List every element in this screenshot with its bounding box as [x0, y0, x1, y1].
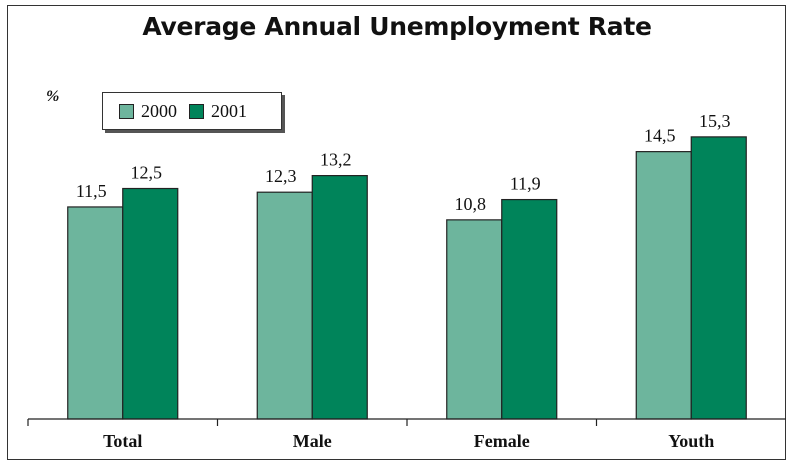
legend-label-2001: 2001: [211, 100, 247, 121]
data-label-male-2000: 12,3: [265, 166, 297, 186]
x-tick-label-youth: Youth: [668, 431, 714, 451]
y-axis-unit-label: %: [46, 88, 60, 105]
legend-item-2001: 2001: [189, 101, 247, 122]
data-label-total-2000: 11,5: [76, 181, 107, 201]
bar-youth-2000: [635, 151, 692, 420]
bar-female-2001: [501, 198, 558, 420]
legend-item-2000: 2000: [119, 101, 177, 122]
legend: 2000 2001: [102, 92, 282, 130]
legend-swatch-2000: [119, 103, 134, 119]
data-label-male-2001: 13,2: [320, 150, 352, 170]
bar-male-2001: [311, 175, 368, 420]
data-label-female-2000: 10,8: [455, 194, 487, 214]
bar-female-2000: [446, 219, 503, 420]
bar-youth-2001: [690, 136, 747, 420]
chart-title: Average Annual Unemployment Rate: [142, 12, 652, 41]
bar-total-2000: [67, 206, 124, 420]
x-tick-label-female: Female: [474, 431, 530, 451]
data-label-female-2001: 11,9: [510, 174, 541, 194]
data-label-total-2001: 12,5: [131, 163, 163, 183]
legend-label-2000: 2000: [141, 100, 177, 121]
x-tick-label-male: Male: [293, 431, 332, 451]
data-label-youth-2001: 15,3: [699, 111, 731, 131]
bar-total-2001: [122, 187, 179, 420]
x-tick-label-total: Total: [103, 431, 142, 451]
bar-male-2000: [256, 191, 313, 420]
data-label-youth-2000: 14,5: [644, 126, 676, 146]
legend-swatch-2001: [189, 103, 204, 119]
